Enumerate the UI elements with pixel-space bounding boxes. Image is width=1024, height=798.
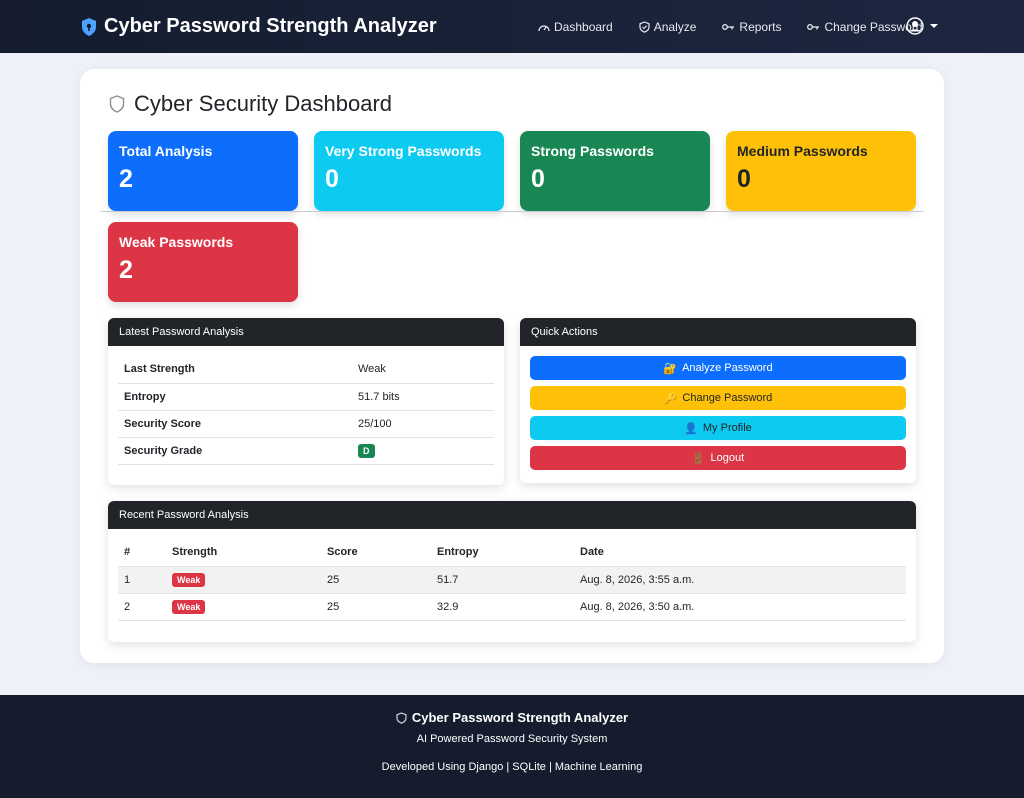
column-header: Strength: [166, 539, 321, 567]
cell-strength: Weak: [166, 566, 321, 594]
button-label: My Profile: [702, 422, 752, 434]
divider: [100, 211, 924, 212]
shield-icon: [109, 95, 125, 113]
stat-card-weak: Weak Passwords 2: [108, 222, 298, 302]
stat-value: 2: [119, 256, 133, 284]
user-menu-dropdown[interactable]: [906, 17, 938, 35]
analyze-password-button[interactable]: 🔐 Analyze Password: [530, 356, 906, 380]
nav-link-label: Analyze: [653, 19, 697, 34]
strength-badge: Weak: [172, 599, 206, 614]
navbar: Cyber Password Strength Analyzer Dashboa…: [0, 0, 1024, 53]
key-icon: 🔑: [663, 392, 678, 405]
grade-badge: D: [358, 443, 375, 458]
stat-card-total: Total Analysis 2: [108, 131, 298, 211]
brand-title: Cyber Password Strength Analyzer: [104, 15, 437, 37]
page-title: Cyber Security Dashboard: [108, 91, 392, 117]
chevron-down-icon: [930, 24, 938, 28]
table-row: Last Strength Weak: [118, 356, 494, 384]
stat-value: 0: [737, 165, 751, 193]
table-row: 2 Weak 25 32.9 Aug. 8, 2026, 3:50 a.m.: [118, 593, 906, 621]
brand[interactable]: Cyber Password Strength Analyzer: [80, 15, 437, 38]
logout-button[interactable]: 🚪 Logout: [530, 446, 906, 470]
button-label: Analyze Password: [682, 362, 773, 374]
shield-icon: [396, 711, 407, 724]
cell-strength: Weak: [166, 593, 321, 621]
table-row: Security Grade D: [118, 437, 494, 465]
shield-icon: [639, 20, 650, 33]
shield-lock-icon: [82, 17, 96, 36]
nav-link-label: Dashboard: [554, 19, 613, 34]
table-row: 1 Weak 25 51.7 Aug. 8, 2026, 3:55 a.m.: [118, 566, 906, 594]
nav-link-analyze[interactable]: Analyze: [639, 19, 697, 34]
change-password-button[interactable]: 🔑 Change Password: [530, 386, 906, 410]
stat-value: 0: [531, 165, 545, 193]
page-title-text: Cyber Security Dashboard: [134, 91, 393, 116]
stat-label: Total Analysis: [119, 143, 213, 159]
stat-label: Medium Passwords: [737, 143, 868, 159]
my-profile-button[interactable]: 👤 My Profile: [530, 416, 906, 440]
key-icon: [807, 23, 820, 30]
row-key: Security Score: [118, 410, 352, 438]
footer-developed: Developed Using Django | SQLite | Machin…: [381, 761, 643, 773]
nav-link-change-password[interactable]: Change Password: [807, 19, 923, 34]
row-value: D: [352, 437, 494, 465]
stat-label: Weak Passwords: [119, 234, 234, 250]
stat-value: 2: [119, 165, 133, 193]
stat-card-very-strong: Very Strong Passwords 0: [314, 131, 504, 211]
nav-link-reports[interactable]: Reports: [722, 20, 781, 34]
latest-analysis-panel: Latest Password Analysis Last Strength W…: [108, 318, 504, 485]
cell-date: Aug. 8, 2026, 3:55 a.m.: [574, 566, 906, 594]
footer-title: Cyber Password Strength Analyzer: [0, 710, 1024, 725]
quick-actions-panel: Quick Actions 🔐 Analyze Password 🔑 Chang…: [520, 318, 916, 483]
row-value: 51.7 bits: [352, 383, 494, 411]
nav-link-label: Change Password: [824, 19, 923, 34]
door-icon: 🚪: [691, 452, 706, 465]
cell-date: Aug. 8, 2026, 3:50 a.m.: [574, 593, 906, 621]
dashboard-card: Cyber Security Dashboard Total Analysis …: [80, 69, 944, 663]
cell-num: 2: [118, 593, 166, 621]
nav-link-label: Reports: [739, 19, 782, 34]
table-header-row: # Strength Score Entropy Date: [118, 539, 906, 567]
nav-links: Dashboard Analyze Reports Change Passw: [538, 0, 949, 53]
footer-title-text: Cyber Password Strength Analyzer: [411, 710, 629, 725]
table-row: Security Score 25/100: [118, 410, 494, 438]
user-icon: 👤: [684, 422, 698, 435]
nav-link-dashboard[interactable]: Dashboard: [538, 20, 613, 34]
cell-score: 25: [321, 566, 431, 594]
panel-header: Latest Password Analysis: [108, 318, 504, 346]
button-label: Change Password: [682, 392, 773, 404]
lock-key-icon: 🔐: [663, 362, 678, 375]
footer-subtitle: AI Powered Password Security System: [416, 733, 608, 745]
row-key: Security Grade: [118, 437, 352, 465]
recent-analysis-table: # Strength Score Entropy Date 1 Weak 25 …: [118, 539, 906, 621]
row-key: Entropy: [118, 383, 352, 411]
panel-header: Recent Password Analysis: [108, 501, 916, 529]
strength-badge: Weak: [172, 572, 206, 587]
stat-card-strong: Strong Passwords 0: [520, 131, 710, 211]
key-icon: [722, 23, 735, 30]
stat-label: Strong Passwords: [531, 143, 654, 159]
footer: Cyber Password Strength Analyzer AI Powe…: [0, 695, 1024, 798]
stat-value: 0: [325, 165, 339, 193]
panel-header: Quick Actions: [520, 318, 916, 346]
stat-label: Very Strong Passwords: [325, 143, 482, 159]
latest-analysis-table: Last Strength Weak Entropy 51.7 bits Sec…: [118, 356, 494, 465]
cell-score: 25: [321, 593, 431, 621]
column-header: Entropy: [431, 539, 574, 567]
row-value: Weak: [352, 356, 494, 384]
column-header: Date: [574, 539, 906, 567]
cell-entropy: 51.7: [431, 566, 574, 594]
cell-entropy: 32.9: [431, 593, 574, 621]
button-label: Logout: [710, 452, 745, 464]
row-value: 25/100: [352, 410, 494, 438]
table-row: Entropy 51.7 bits: [118, 383, 494, 411]
column-header: #: [118, 539, 166, 567]
stat-card-medium: Medium Passwords 0: [726, 131, 916, 211]
cell-num: 1: [118, 566, 166, 594]
column-header: Score: [321, 539, 431, 567]
speedometer-icon: [538, 24, 550, 31]
user-circle-icon: [906, 17, 924, 35]
row-key: Last Strength: [118, 356, 352, 384]
recent-analysis-panel: Recent Password Analysis # Strength Scor…: [108, 501, 916, 642]
